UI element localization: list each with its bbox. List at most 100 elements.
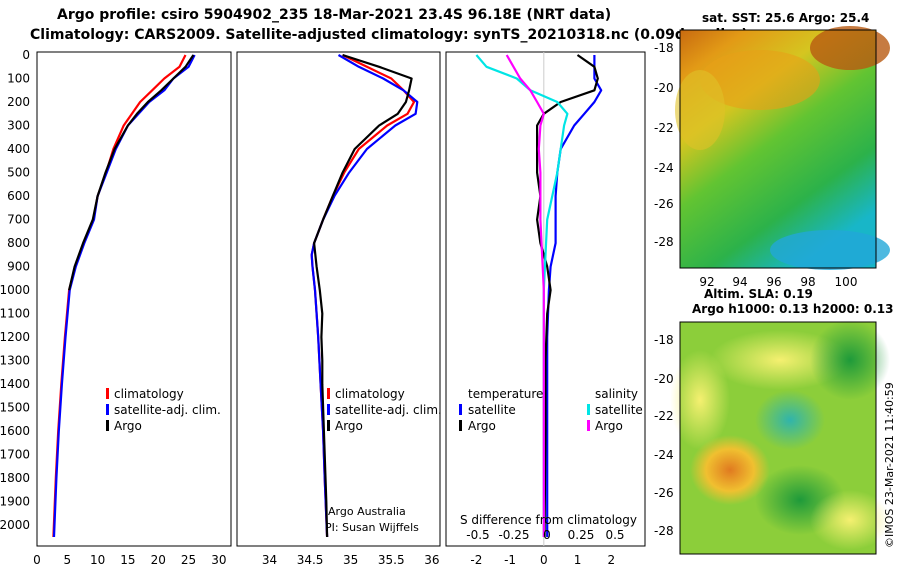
series-line [475, 54, 569, 537]
legend-swatch-climatology [327, 388, 330, 399]
difference-legend: temperature satellite Argo salinity sate… [459, 387, 643, 433]
sst-map-frame [679, 29, 877, 269]
x-tick-labels: 0 5 10 15 20 25 30 34 34.5 35 35.5 36 -2 -1 0 1 2 [33, 553, 615, 567]
sla-low-patch [755, 390, 825, 450]
x-tick-label: -1 [504, 553, 516, 567]
lat-tick: -20 [654, 372, 674, 386]
x-tick-label: -2 [470, 553, 482, 567]
x-tick-label: 15 [120, 553, 135, 567]
legend-swatch-sal-satellite [587, 404, 590, 415]
series-line [310, 54, 416, 538]
depth-tick-label: 1500 [0, 401, 30, 415]
sla-map-title-2: Argo h1000: 0.13 h2000: 0.13 [692, 302, 893, 316]
depth-tick-label: 200 [7, 95, 30, 109]
credit-line-2: PI: Susan Wijffels [325, 521, 419, 534]
depth-tick-label: 400 [7, 142, 30, 156]
legend-label-climatology: climatology [335, 387, 405, 401]
legend-label-satellite: satellite-adj. clim. [114, 403, 221, 417]
depth-tick-label: 500 [7, 166, 30, 180]
x-tick-label: 10 [90, 553, 105, 567]
lon-tick: 98 [800, 275, 815, 289]
depth-tick-label: 300 [7, 119, 30, 133]
x-tick-label: 34 [262, 553, 277, 567]
lat-tick: -28 [654, 524, 674, 538]
salinity-legend: climatology satellite-adj. clim. Argo [327, 387, 442, 433]
legend-label-argo: Argo [114, 419, 142, 433]
lon-tick: 94 [732, 275, 747, 289]
depth-tick-label: 1200 [0, 330, 30, 344]
sst-map [675, 26, 890, 270]
lat-tick: -26 [654, 197, 674, 211]
lat-tick: -22 [654, 409, 674, 423]
legend-swatch-argo [106, 420, 109, 431]
depth-tick-label: 1300 [0, 354, 30, 368]
legend-header-temperature: temperature [468, 387, 543, 401]
sst-lat-ticks: -18 -20 -22 -24 -26 -28 [654, 41, 674, 249]
lat-tick: -20 [654, 81, 674, 95]
depth-tick-label: 1700 [0, 448, 30, 462]
depth-tick-label: 700 [7, 213, 30, 227]
secondary-tick: -0.25 [498, 528, 529, 542]
temperature-panel [36, 51, 232, 547]
secondary-tick: 0.25 [568, 528, 595, 542]
imos-stamp: ©IMOS 23-Mar-2021 11:40:59 [883, 382, 896, 548]
legend-label-temp-argo: Argo [468, 419, 496, 433]
x-tick-label: 1 [574, 553, 582, 567]
legend-label-sal-satellite: satellite [595, 403, 643, 417]
secondary-tick: 0.5 [605, 528, 624, 542]
series-line [313, 53, 413, 538]
x-tick-label: 35.5 [378, 553, 405, 567]
sst-warm-patch [810, 26, 890, 70]
lon-tick: 92 [699, 275, 714, 289]
series-line [546, 55, 603, 537]
difference-axis-label: S difference from climatology [460, 513, 637, 527]
legend-swatch-temp-satellite [459, 404, 462, 415]
x-tick-label: 20 [151, 553, 166, 567]
depth-tick-label: 100 [7, 72, 30, 86]
sla-lat-ticks: -18 -20 -22 -24 -26 -28 [654, 333, 674, 538]
salinity-panel [236, 51, 441, 547]
depth-tick-label: 800 [7, 236, 30, 250]
depth-tick-label: 1800 [0, 471, 30, 485]
credit-line-1: Argo Australia [328, 505, 406, 518]
series-line [52, 54, 187, 538]
lat-tick: -18 [654, 333, 674, 347]
x-tick-label: 5 [63, 553, 71, 567]
depth-tick-label: 1400 [0, 377, 30, 391]
x-tick-label: 34.5 [297, 553, 324, 567]
legend-swatch-temp-argo [459, 420, 462, 431]
legend-swatch-satellite [106, 404, 109, 415]
lat-tick: -24 [654, 161, 674, 175]
sla-map [670, 320, 890, 555]
depth-tick-label: 600 [7, 189, 30, 203]
legend-label-argo: Argo [335, 419, 363, 433]
sst-map-title: sat. SST: 25.6 Argo: 25.4 [702, 11, 869, 25]
title-line-2: Climatology: CARS2009. Satellite-adjuste… [30, 27, 748, 43]
depth-tick-label: 2000 [0, 518, 30, 532]
depth-tick-label: 1900 [0, 495, 30, 509]
x-tick-label: 35 [343, 553, 358, 567]
x-tick-label: 2 [607, 553, 615, 567]
series-line [310, 54, 419, 538]
x-tick-label: 36 [424, 553, 439, 567]
series-line [505, 54, 545, 537]
x-tick-label: 25 [181, 553, 196, 567]
lat-tick: -28 [654, 235, 674, 249]
secondary-tick: 0 [543, 528, 551, 542]
sst-warm-patch [700, 50, 820, 110]
legend-header-salinity: salinity [595, 387, 638, 401]
depth-axis: 0 100 200 300 400 500 600 700 800 900 1000 1100 1200… [0, 48, 30, 532]
legend-label-temp-satellite: satellite [468, 403, 516, 417]
series-line [535, 54, 599, 538]
legend-label-climatology: climatology [114, 387, 184, 401]
legend-label-satellite: satellite-adj. clim. [335, 403, 442, 417]
difference-secondary-ticks: -0.5 -0.25 0 0.25 0.5 [466, 528, 624, 542]
lat-tick: -24 [654, 448, 674, 462]
sla-low-patch [810, 320, 890, 400]
depth-tick-label: 0 [22, 48, 30, 62]
depth-tick-label: 1000 [0, 283, 30, 297]
series-line [68, 54, 195, 291]
legend-swatch-sal-argo [587, 420, 590, 431]
lon-tick: 100 [835, 275, 858, 289]
